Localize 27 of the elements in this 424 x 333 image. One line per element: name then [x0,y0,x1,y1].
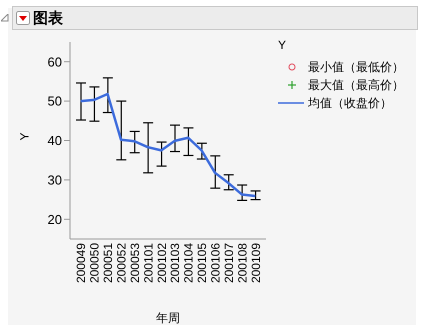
y-tick-label: 20 [48,212,62,227]
x-tick-label: 200103 [168,242,182,284]
x-tick-label: 200107 [222,242,236,284]
y-axis-title: Y [17,132,32,140]
x-tick-label: 200106 [208,242,223,284]
line-series [79,92,257,198]
x-tick-label: 200108 [235,242,250,284]
x-tick-label: 200102 [154,242,169,284]
x-tick-label: 200104 [182,242,196,284]
x-tick-label: 200049 [74,242,88,284]
legend-label: 均值（收盘价） [308,94,392,112]
x-axis-title: 年周 [156,311,180,325]
x-tick-label: 200101 [141,242,156,284]
x-tick-label: 200109 [248,242,263,284]
x-tick-label: 200105 [195,242,210,284]
legend-label: 最大值（最高价） [308,76,404,94]
x-tick-label: 200052 [114,242,129,284]
y-tick-label: 30 [48,172,62,188]
legend-label: 最小值（最低价） [308,58,404,76]
y-tick-label: 60 [48,54,62,70]
chart-title: 图表 [33,8,63,28]
x-tick-label: 200050 [88,242,102,284]
x-tick-label: 200053 [128,242,142,284]
x-tick-label: 200051 [101,242,116,284]
legend-title: Y [278,38,288,52]
y-tick-label: 40 [48,133,62,148]
y-tick-label: 50 [48,94,62,109]
